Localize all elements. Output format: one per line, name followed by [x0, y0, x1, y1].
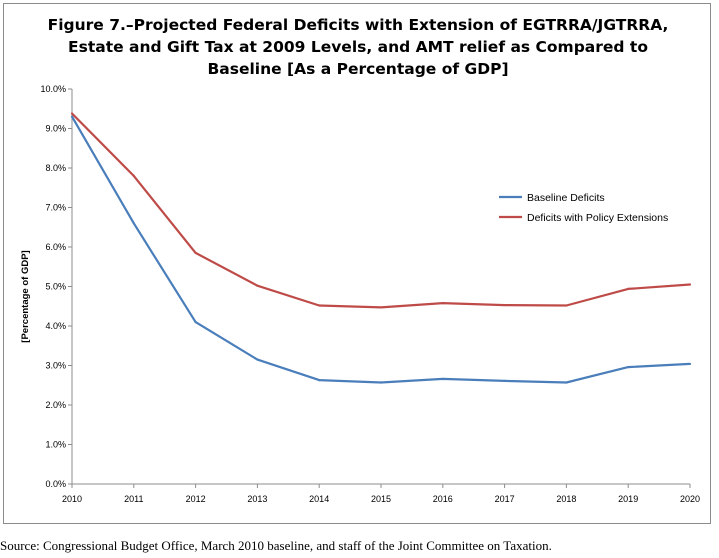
x-tick-label: 2012	[186, 494, 206, 504]
data-point	[256, 284, 259, 287]
chart-title-line: Estate and Gift Tax at 2009 Levels, and …	[68, 38, 648, 56]
x-tick-label: 2016	[433, 494, 453, 504]
chart-title: Figure 7.–Projected Federal Deficits wit…	[4, 14, 712, 80]
data-point	[318, 304, 321, 307]
data-point	[70, 115, 74, 118]
x-tick-label: 2020	[680, 494, 700, 504]
data-point	[627, 287, 630, 290]
chart-title-line: Baseline [As a Percentage of GDP]	[207, 60, 509, 78]
y-tick-label: 5.0%	[45, 282, 66, 292]
data-point	[379, 381, 383, 384]
x-tick-label: 2013	[247, 494, 267, 504]
x-tick-label: 2018	[556, 494, 576, 504]
data-point	[379, 306, 383, 309]
data-point	[503, 379, 506, 383]
data-point	[441, 377, 444, 381]
data-point	[194, 320, 197, 324]
y-tick-label: 1.0%	[45, 440, 66, 450]
y-tick-label: 0.0%	[45, 479, 66, 489]
data-point	[627, 365, 630, 369]
series-line-1	[71, 116, 691, 384]
data-point	[688, 283, 692, 286]
y-tick-label: 4.0%	[45, 321, 66, 331]
x-tick-label: 2014	[309, 494, 329, 504]
y-tick-label: 3.0%	[45, 361, 66, 371]
x-tick-label: 2015	[371, 494, 391, 504]
line-chart: 0.0% 1.0% 2.0% 3.0% 4.0% 5.0% 6.0% 7.0% 8.0% 9.0%…	[20, 84, 700, 504]
chart-frame: Figure 7.–Projected Federal Deficits wit…	[3, 3, 711, 524]
y-axis-label: [Percentage of GDP]	[20, 250, 31, 342]
y-tick-label: 9.0%	[45, 124, 66, 134]
y-tick-label: 6.0%	[45, 242, 66, 252]
data-point	[565, 381, 568, 384]
x-tick-label: 2019	[618, 494, 638, 504]
data-point	[132, 174, 135, 177]
data-point	[688, 362, 692, 366]
y-tick-label: 7.0%	[45, 203, 66, 213]
data-point	[194, 251, 197, 255]
series-line-2	[71, 112, 691, 309]
y-tick-label: 8.0%	[45, 163, 66, 173]
data-point	[503, 303, 506, 307]
data-point	[132, 222, 135, 225]
x-tick-label: 2011	[124, 494, 143, 504]
source-note: Source: Congressional Budget Office, Mar…	[0, 538, 552, 553]
x-tick-label: 2010	[62, 494, 82, 504]
chart-title-line: Figure 7.–Projected Federal Deficits wit…	[47, 16, 669, 34]
legend-label: Deficits with Policy Extensions	[527, 212, 668, 224]
data-point	[441, 301, 444, 305]
data-point	[565, 304, 568, 307]
legend-label: Baseline Deficits	[527, 192, 605, 204]
data-point	[70, 112, 74, 115]
y-tick-label: 2.0%	[45, 400, 66, 410]
data-point	[256, 358, 259, 361]
data-point	[318, 379, 321, 382]
y-tick-label: 10.0%	[40, 84, 66, 94]
x-tick-label: 2017	[495, 494, 515, 504]
